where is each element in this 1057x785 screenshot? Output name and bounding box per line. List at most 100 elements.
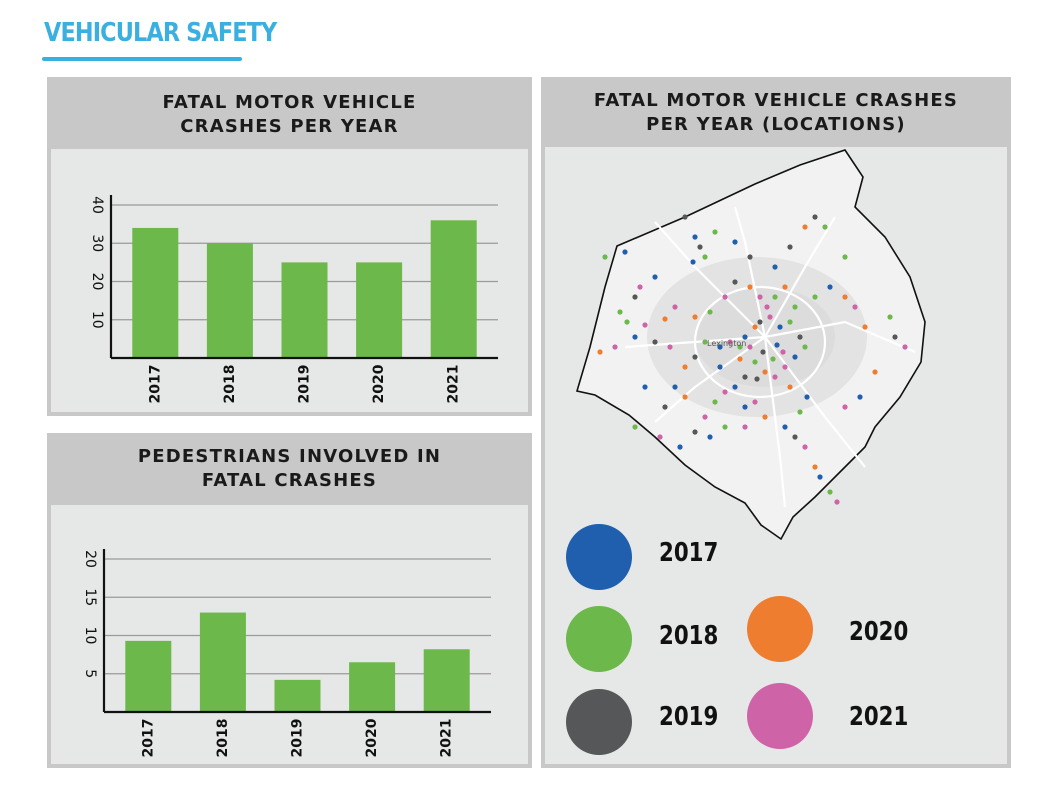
x-tick-label-2017: 2017 — [140, 719, 156, 758]
crash-point-2018 — [827, 489, 833, 495]
crash-point-2017 — [772, 264, 778, 270]
map-panel: FATAL MOTOR VEHICLE CRASHES PER YEAR (LO… — [541, 77, 1011, 768]
crash-point-2018 — [787, 319, 793, 325]
crash-point-2020 — [682, 394, 688, 400]
crash-point-2017 — [857, 394, 863, 400]
bar-2020 — [349, 662, 396, 712]
crash-point-2017 — [690, 259, 696, 265]
crash-point-2019 — [662, 404, 668, 410]
crash-point-2020 — [597, 349, 603, 355]
crash-point-2018 — [617, 309, 623, 315]
crash-point-2021 — [764, 304, 770, 310]
crash-point-2019 — [792, 434, 798, 440]
crash-point-2018 — [752, 359, 758, 365]
crash-point-2018 — [792, 304, 798, 310]
y-tick-label: 10 — [82, 627, 98, 645]
crash-point-2020 — [862, 324, 868, 330]
crash-point-2017 — [672, 384, 678, 390]
crashes-bar-chart: 10 20 30 40 2017 2018 2019 2020 2021 — [89, 195, 498, 404]
crash-point-2018 — [722, 424, 728, 430]
crash-point-2017 — [827, 284, 833, 290]
crash-point-2020 — [752, 324, 758, 330]
legend-label-2021: 2021 — [849, 702, 909, 732]
crash-point-2018 — [702, 254, 708, 260]
title-underline — [42, 57, 242, 61]
pedestrians-chart-title: PEDESTRIANS INVOLVED IN FATAL CRASHES — [47, 445, 532, 493]
crash-point-2020 — [662, 316, 668, 322]
x-tick-label-2021: 2021 — [446, 365, 462, 404]
y-tick-label: 20 — [89, 273, 105, 291]
x-tick-label-2018: 2018 — [215, 719, 231, 758]
crash-point-2020 — [872, 369, 878, 375]
crash-point-2017 — [732, 239, 738, 245]
map-title-line-1: FATAL MOTOR VEHICLE CRASHES — [593, 90, 959, 111]
pedestrians-chart-panel: PEDESTRIANS INVOLVED IN FATAL CRASHES 5 1… — [47, 433, 532, 768]
crash-point-2017 — [804, 394, 810, 400]
legend-label-2020: 2020 — [849, 617, 909, 647]
crash-point-2021 — [757, 294, 763, 300]
bar-2018 — [206, 243, 253, 358]
crash-point-2021 — [772, 374, 778, 380]
crash-point-2017 — [632, 334, 638, 340]
crash-point-2020 — [692, 314, 698, 320]
crash-point-2018 — [812, 294, 818, 300]
crashes-chart-title-line-1: FATAL MOTOR VEHICLE — [162, 92, 417, 113]
crash-point-2021 — [722, 294, 728, 300]
crash-point-2017 — [742, 334, 748, 340]
crash-point-2018 — [702, 339, 708, 345]
crashes-chart-title: FATAL MOTOR VEHICLE CRASHES PER YEAR — [47, 91, 532, 139]
crash-point-2018 — [632, 424, 638, 430]
crash-point-2018 — [707, 309, 713, 315]
crash-point-2019 — [787, 244, 793, 250]
crash-point-2017 — [792, 354, 798, 360]
legend-label-2018: 2018 — [659, 621, 719, 651]
crash-point-2019 — [632, 294, 638, 300]
crashes-chart-area: 10 20 30 40 2017 2018 2019 2020 2021 — [51, 149, 528, 412]
crash-point-2020 — [842, 294, 848, 300]
crash-point-2017 — [717, 344, 723, 350]
bar-2020 — [356, 262, 403, 358]
y-tick-label: 40 — [89, 196, 105, 214]
crash-point-2017 — [707, 434, 713, 440]
crash-point-2020 — [782, 284, 788, 290]
crash-point-2019 — [692, 429, 698, 435]
legend-swatch-2021 — [747, 683, 813, 749]
crash-point-2020 — [682, 364, 688, 370]
crash-point-2017 — [742, 404, 748, 410]
bar-2019 — [274, 679, 321, 712]
crash-point-2021 — [612, 344, 618, 350]
crash-point-2019 — [682, 214, 688, 220]
crash-point-2017 — [717, 364, 723, 370]
crashes-chart-title-line-2: CRASHES PER YEAR — [180, 116, 399, 137]
bar-2021 — [430, 220, 477, 358]
crash-point-2018 — [624, 319, 630, 325]
crash-point-2019 — [697, 244, 703, 250]
crash-point-2017 — [642, 384, 648, 390]
y-tick-label: 30 — [89, 234, 105, 252]
crash-point-2020 — [762, 414, 768, 420]
legend-swatch-2019 — [566, 689, 632, 755]
crash-point-2019 — [747, 254, 753, 260]
crash-point-2021 — [727, 339, 733, 345]
y-tick-label: 10 — [89, 311, 105, 329]
y-tick-label: 20 — [82, 550, 98, 568]
crash-point-2017 — [622, 249, 628, 255]
crash-point-2018 — [737, 344, 743, 350]
crash-point-2021 — [834, 499, 840, 505]
crash-point-2020 — [762, 369, 768, 375]
crash-point-2019 — [732, 279, 738, 285]
crash-point-2017 — [692, 234, 698, 240]
crash-point-2019 — [797, 334, 803, 340]
crash-point-2018 — [802, 344, 808, 350]
crash-point-2018 — [797, 409, 803, 415]
crash-point-2018 — [887, 314, 893, 320]
crash-point-2021 — [742, 424, 748, 430]
map-area: Lexington 2017 2018 2019 2020 2021 — [545, 147, 1007, 764]
crash-point-2019 — [742, 374, 748, 380]
roads — [624, 206, 916, 508]
pedestrians-chart-title-line-1: PEDESTRIANS INVOLVED IN — [137, 446, 442, 467]
pedestrians-chart-area: 5 10 15 20 2017 2018 2019 2020 2021 — [51, 505, 528, 764]
x-tick-label-2018: 2018 — [222, 365, 238, 404]
city-label: Lexington — [707, 339, 746, 348]
x-tick-label-2020: 2020 — [371, 364, 387, 403]
